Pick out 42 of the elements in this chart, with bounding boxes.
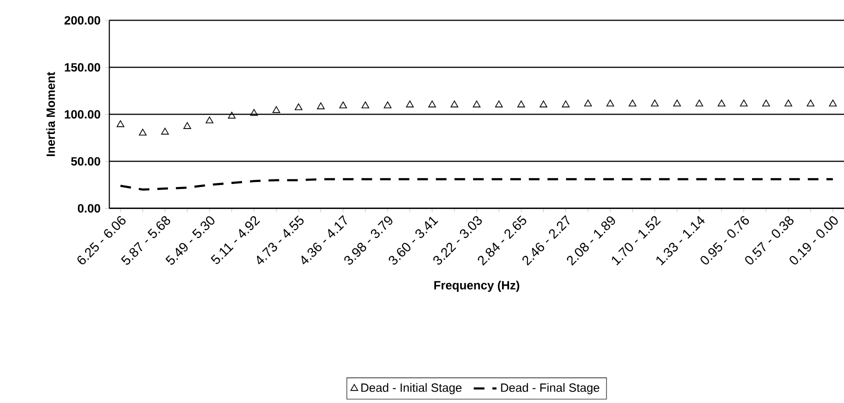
point	[584, 100, 592, 106]
point	[339, 101, 347, 108]
y-tick-label: 50.00	[71, 157, 100, 166]
y-axis-title: Inertia Moment	[46, 72, 55, 156]
point	[294, 103, 302, 110]
point	[161, 128, 169, 135]
point	[250, 109, 258, 116]
point	[606, 100, 614, 106]
y-tick-label: 200.00	[64, 16, 100, 25]
y-tick-label: 100.00	[64, 110, 100, 119]
point	[138, 128, 147, 136]
point	[762, 100, 770, 106]
point	[784, 100, 792, 106]
point	[450, 100, 458, 108]
legend-label: Dead - Initial Stage	[361, 383, 462, 394]
point	[428, 100, 436, 108]
point	[495, 100, 503, 108]
point	[406, 100, 414, 108]
point	[540, 100, 548, 108]
y-tick-label: 150.00	[64, 63, 100, 72]
point	[673, 100, 681, 106]
point	[272, 106, 280, 113]
point	[228, 112, 236, 119]
point	[517, 100, 526, 108]
point	[116, 120, 124, 128]
x-axis-title: Frequency (Hz)	[434, 280, 520, 292]
point	[562, 100, 570, 108]
point	[740, 100, 748, 106]
y-tick-label: 0.00	[78, 204, 100, 213]
point	[628, 100, 636, 106]
point	[183, 122, 192, 129]
point	[472, 100, 481, 108]
point	[362, 101, 370, 108]
point	[316, 102, 325, 110]
legend-label: Dead - Final Stage	[501, 383, 600, 394]
point	[650, 100, 659, 106]
point	[384, 101, 392, 108]
point	[695, 100, 704, 106]
point	[718, 100, 726, 106]
point	[206, 116, 214, 124]
point	[829, 100, 837, 106]
point	[806, 100, 814, 106]
